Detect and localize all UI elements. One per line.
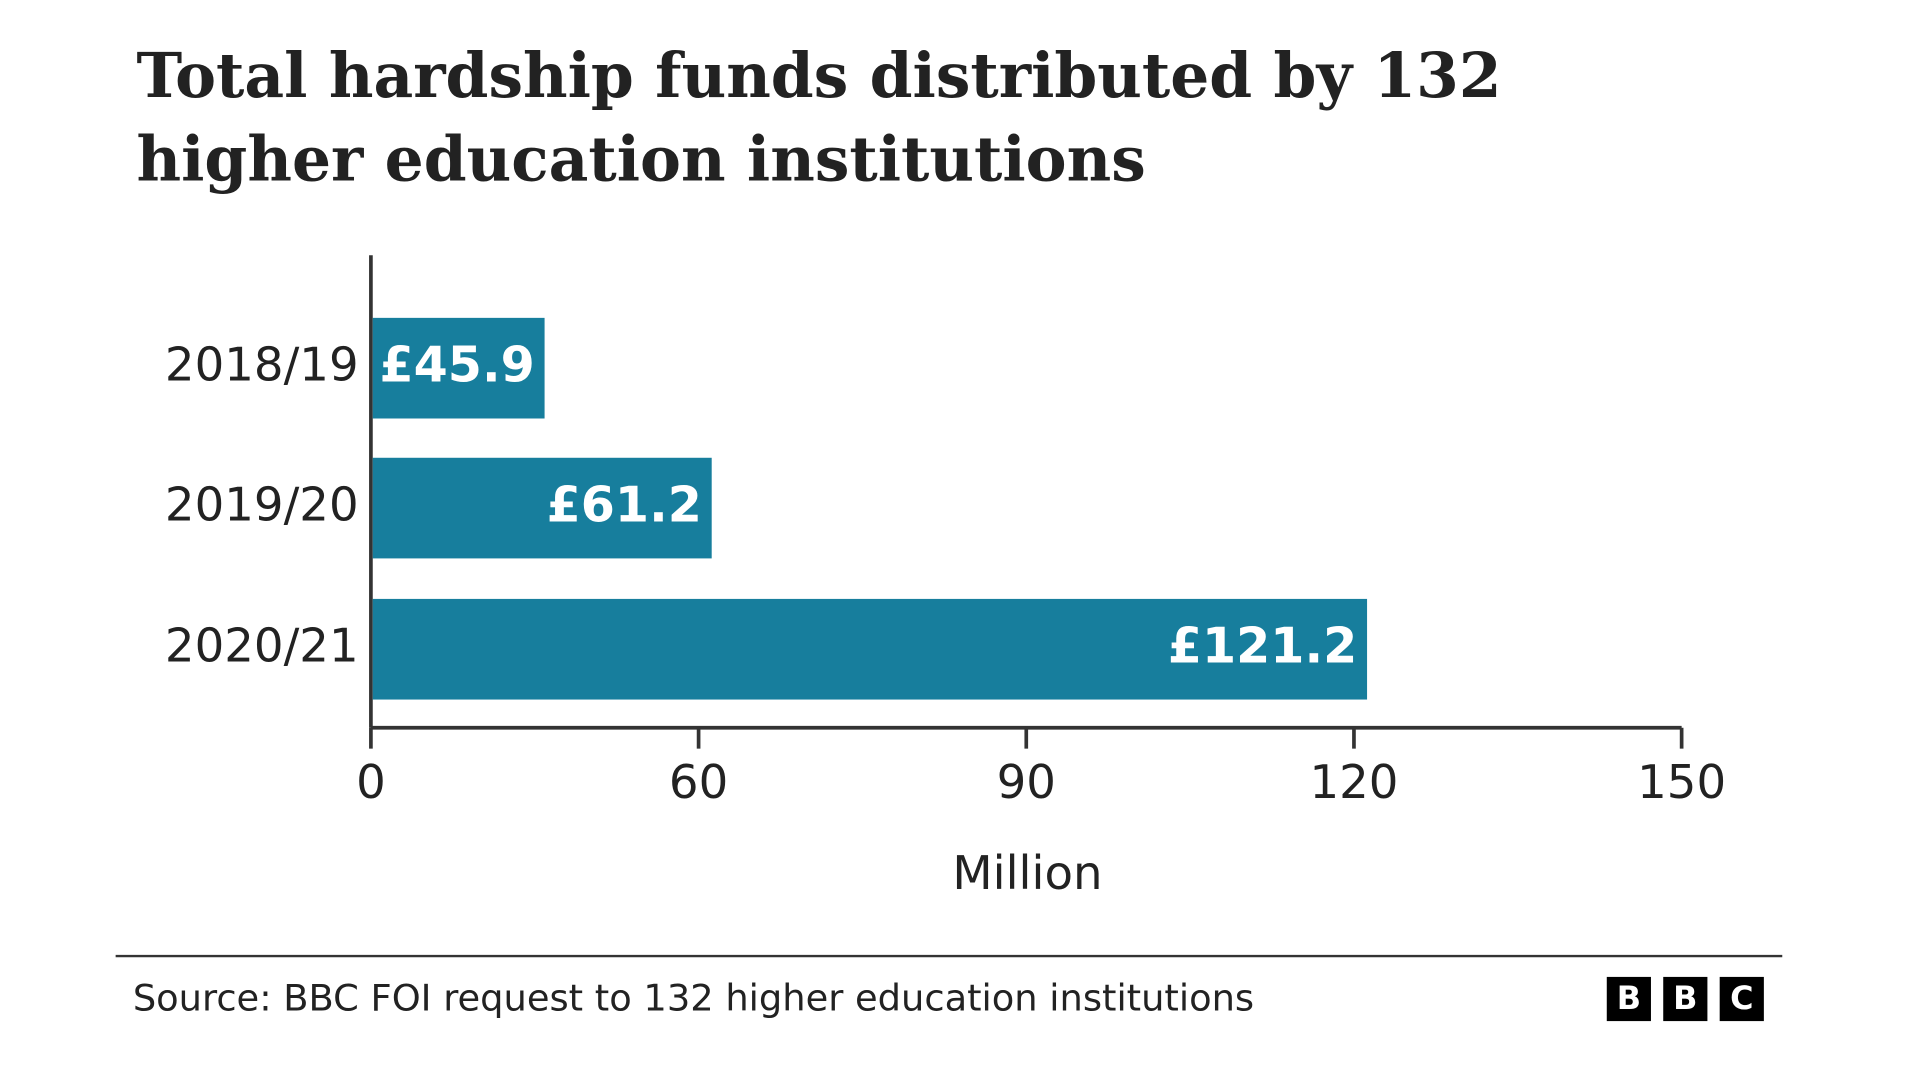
logo-block [1606,976,1651,1022]
x-tick-label: 60 [669,755,728,809]
bar [372,317,545,419]
value-label: £45.9 [380,336,535,394]
logo-block [1663,976,1708,1022]
logo-block [1719,976,1764,1022]
chart-title: Total hardship funds distributed by 132 … [136,39,1502,196]
y-tick-label: 2018/19 [165,338,359,392]
logo-letter: B [1673,979,1697,1017]
x-tick-label: 0 [356,755,386,809]
x-tick-label: 150 [1637,755,1726,809]
logo-letter: B [1617,979,1641,1017]
bar [372,457,712,559]
value-label: £121.2 [1168,617,1357,675]
x-tick-label: 120 [1309,755,1398,809]
logo-letter: C [1730,979,1753,1017]
y-tick-label: 2019/20 [165,478,359,532]
x-axis-label: Million [952,846,1102,900]
y-tick-label: 2020/21 [165,619,359,673]
x-tick-label: 90 [997,755,1056,809]
value-label: £61.2 [547,476,702,534]
source: Source: BBC FOI request to 132 higher ed… [133,977,1254,1020]
title-box: Total hardship funds distributed by 132 … [136,39,1502,196]
bar [372,598,1368,700]
